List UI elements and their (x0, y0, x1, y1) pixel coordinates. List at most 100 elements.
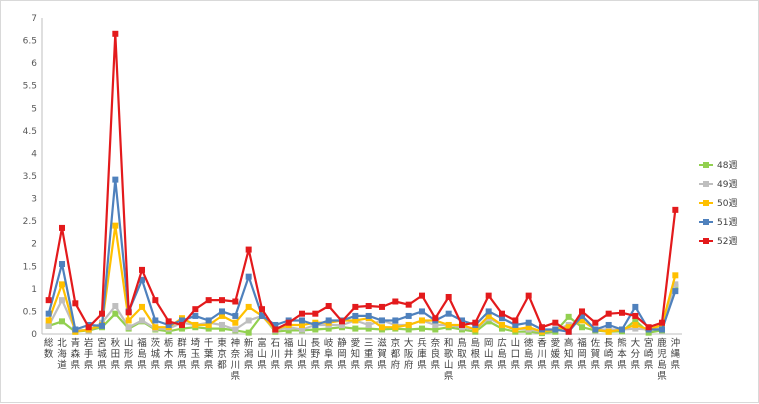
data-point (365, 312, 372, 319)
data-point (485, 292, 492, 299)
x-tick-label: 福島県 (137, 337, 147, 371)
y-tick-label: 6.5 (23, 37, 37, 47)
data-point (499, 315, 505, 322)
data-point (365, 321, 372, 328)
data-point (432, 315, 439, 322)
x-tick-label: 山梨県 (297, 338, 307, 371)
data-point (179, 325, 185, 332)
legend-marker (703, 162, 709, 168)
data-point (352, 312, 359, 319)
data-point (339, 318, 345, 325)
x-tick-label: 東京都 (217, 337, 227, 371)
data-point (205, 325, 212, 332)
data-point (645, 324, 652, 331)
data-point (232, 326, 239, 333)
data-point (579, 324, 585, 331)
data-point (605, 310, 612, 317)
data-point (192, 321, 199, 328)
data-point (619, 326, 625, 333)
data-point (112, 222, 119, 229)
data-point (45, 310, 52, 317)
data-point (659, 319, 665, 326)
data-point (445, 310, 452, 317)
data-point (605, 328, 612, 335)
data-point (672, 206, 679, 213)
x-tick-label: 岩手県 (84, 337, 94, 371)
y-tick-label: 2.5 (23, 217, 37, 227)
data-point (632, 325, 639, 332)
data-point (445, 321, 452, 328)
y-tick-label: 7 (31, 14, 37, 24)
data-point (112, 310, 119, 317)
data-point (499, 321, 505, 328)
data-point (179, 317, 185, 324)
series-4 (45, 30, 679, 335)
data-point (59, 281, 65, 288)
data-point (672, 288, 679, 295)
legend: 48週 49週 50週 51週 52週 (699, 160, 737, 247)
data-point (312, 321, 319, 328)
data-point (245, 317, 252, 324)
x-tick-label: 総数 (44, 337, 54, 360)
data-point (432, 321, 439, 328)
data-point (245, 246, 252, 253)
legend-label: 52週 (717, 236, 737, 247)
data-point (299, 326, 305, 333)
x-tick-label: 岡山県 (484, 338, 494, 371)
x-tick-label: 長崎県 (604, 338, 614, 371)
data-point (485, 318, 492, 325)
x-tick-label: 埼玉県 (191, 337, 201, 371)
x-tick-label: 石川県 (271, 338, 281, 371)
x-tick-label: 佐賀県 (591, 337, 601, 371)
x-tick-label: 福井県 (284, 337, 294, 371)
y-axis: 0 0.5 1 1.5 2 2.5 3 3.5 4 4.5 5 5.5 6 6.5 7 (23, 14, 43, 340)
data-point (619, 309, 625, 316)
data-point (419, 308, 425, 315)
data-point (219, 312, 225, 319)
x-tick-label: 大阪府 (404, 337, 414, 371)
data-point (45, 322, 52, 329)
data-point (672, 281, 679, 288)
data-point (99, 322, 105, 329)
y-tick-label: 2 (31, 240, 37, 250)
data-point (352, 303, 359, 310)
data-point (232, 312, 239, 319)
data-point (192, 312, 199, 319)
data-point (59, 318, 65, 325)
data-point (72, 300, 79, 307)
data-point (165, 321, 172, 328)
data-point (472, 319, 479, 326)
data-point (72, 326, 79, 333)
data-point (205, 321, 212, 328)
data-point (405, 326, 412, 333)
y-tick-label: 3 (31, 195, 37, 205)
data-point (392, 298, 399, 305)
data-point (112, 303, 119, 310)
data-point (432, 326, 439, 333)
x-tick-label: 高知県 (564, 337, 574, 371)
legend-marker (703, 200, 709, 206)
data-point (112, 30, 119, 37)
x-tick-label: 岐阜県 (324, 337, 334, 371)
data-point (525, 324, 532, 331)
data-point (312, 310, 319, 317)
data-point (565, 328, 572, 335)
x-tick-label: 北海道 (57, 338, 67, 371)
legend-marker (703, 219, 709, 225)
data-point (259, 306, 265, 313)
data-point (285, 319, 292, 326)
data-point (139, 303, 145, 310)
x-tick-label: 京都府 (391, 337, 401, 371)
data-point (419, 292, 425, 299)
y-tick-label: 1 (31, 285, 37, 295)
data-point (232, 298, 239, 305)
data-point (219, 325, 225, 332)
data-point (579, 317, 585, 324)
x-tick-label: 山形県 (124, 338, 134, 371)
data-point (325, 303, 332, 310)
x-tick-label: 宮城県 (97, 337, 107, 371)
x-tick-label: 島根県 (471, 337, 481, 371)
legend-item: 50週 (699, 198, 737, 209)
